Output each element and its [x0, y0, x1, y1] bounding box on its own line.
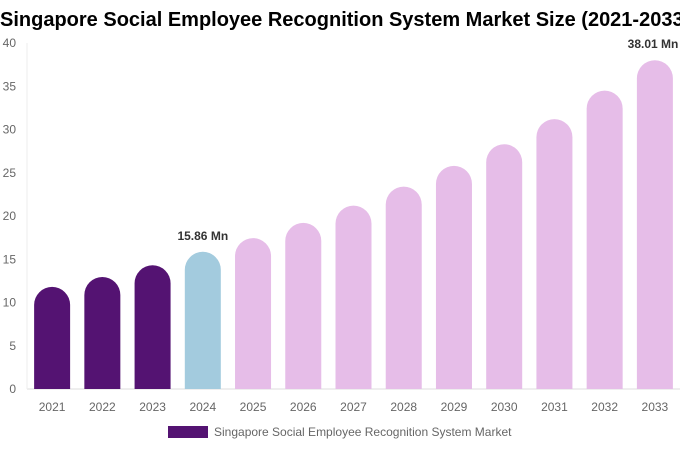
data-label: 38.01 Mn [628, 37, 679, 51]
legend-label: Singapore Social Employee Recognition Sy… [214, 425, 512, 439]
y-tick-label: 10 [3, 296, 17, 310]
bar-2030 [486, 144, 523, 389]
legend: Singapore Social Employee Recognition Sy… [168, 425, 511, 439]
bar-2021 [34, 286, 71, 389]
x-tick-label: 2031 [541, 400, 568, 414]
x-tick-label: 2024 [189, 400, 216, 414]
bar-2022 [84, 276, 121, 389]
x-tick-label: 2029 [441, 400, 468, 414]
chart-title: Singapore Social Employee Recognition Sy… [0, 9, 680, 31]
x-tick-label: 2022 [89, 400, 116, 414]
bar-2031 [536, 119, 573, 389]
x-tick-label: 2021 [39, 400, 66, 414]
y-tick-label: 5 [9, 339, 16, 353]
bar-2032 [586, 90, 623, 389]
data-label: 15.86 Mn [177, 229, 228, 243]
bar-2029 [435, 165, 472, 389]
x-tick-label: 2026 [290, 400, 317, 414]
bar-2026 [285, 222, 322, 389]
bar-2027 [335, 205, 372, 389]
bar-2024 [184, 251, 221, 389]
bar-2028 [385, 186, 422, 389]
x-tick-label: 2033 [642, 400, 669, 414]
y-tick-label: 20 [3, 209, 17, 223]
x-tick-label: 2023 [139, 400, 166, 414]
y-tick-label: 30 [3, 123, 17, 137]
y-tick-label: 25 [3, 166, 17, 180]
x-tick-label: 2030 [491, 400, 518, 414]
y-tick-label: 35 [3, 79, 17, 93]
x-tick-label: 2025 [240, 400, 267, 414]
bar-2023 [134, 265, 171, 389]
y-tick-label: 0 [9, 382, 16, 396]
x-tick-label: 2027 [340, 400, 367, 414]
x-tick-label: 2032 [591, 400, 618, 414]
x-tick-label: 2028 [390, 400, 417, 414]
y-tick-label: 40 [3, 36, 17, 50]
bar-2025 [235, 238, 272, 389]
bar-2033 [636, 60, 673, 389]
legend-swatch [168, 426, 208, 438]
y-tick-label: 15 [3, 252, 17, 266]
